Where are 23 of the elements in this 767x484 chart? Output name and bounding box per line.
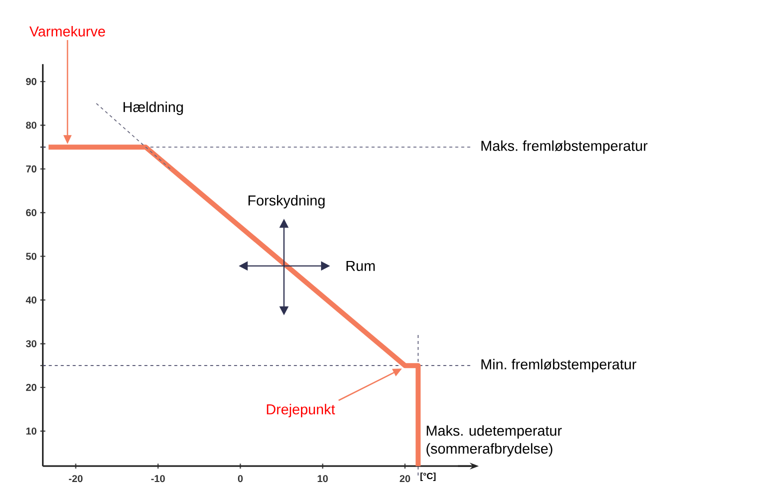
y-tick-label: 40 — [26, 296, 36, 304]
annotation: Rum — [346, 260, 375, 271]
x-tick-label: 10 — [318, 475, 328, 482]
x-axis-title: [°C] — [420, 472, 436, 481]
x-tick-label: 20 — [400, 475, 410, 482]
y-tick-label: 90 — [26, 78, 36, 86]
ref-line-label: Maks. udetemperatur (sommerafbrydelse) — [426, 425, 562, 457]
y-tick-label: 60 — [26, 209, 36, 216]
text: Varmekurve — [29, 26, 105, 37]
x-tick-label: -20 — [68, 475, 83, 482]
annotation: Forskydning — [248, 195, 325, 208]
y-tick-label: 10 — [26, 428, 36, 435]
y-tick-label: 50 — [26, 252, 36, 260]
ref-line-label: Maks. fremløbstemperatur — [482, 140, 648, 154]
y-tick-label: 70 — [26, 165, 36, 172]
y-tick-label: 30 — [26, 340, 36, 348]
y-tick-label: 80 — [26, 122, 36, 129]
y-tick-label: 20 — [26, 384, 36, 391]
annotation: Hældning — [124, 102, 183, 115]
x-tick-label: -10 — [151, 475, 165, 482]
annotation: Drejepunkt — [266, 404, 335, 418]
ref-line-label: Min. fremløbstemperatur — [482, 358, 636, 372]
x-tick-label: 0 — [238, 475, 243, 482]
